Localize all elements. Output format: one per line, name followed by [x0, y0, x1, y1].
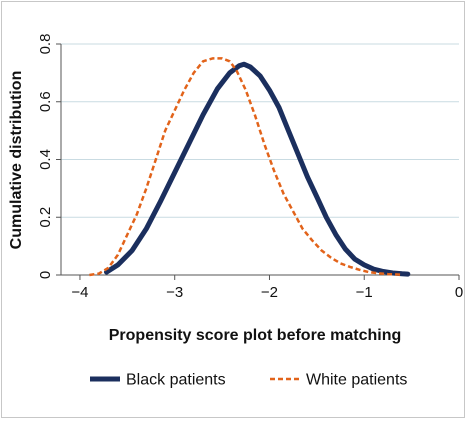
y-tick-label-2: 0.4	[37, 149, 54, 170]
x-tick-label-1: −3	[166, 284, 183, 301]
y-tick-label-0: 0	[37, 271, 54, 279]
legend: Black patients White patients	[90, 372, 407, 389]
y-tick-label-3: 0.6	[37, 91, 54, 112]
axes: 0 0.2 0.4 0.6 0.8 −4 −3 −2 −1 0	[37, 34, 463, 301]
x-tick-label-4: 0	[455, 284, 463, 301]
y-tick-label-1: 0.2	[37, 207, 54, 228]
series-lines	[89, 57, 411, 277]
y-axis-title: Cumulative distribution	[8, 71, 25, 250]
series-line-white-patients	[89, 57, 403, 277]
x-tick-label-0: −4	[71, 284, 88, 301]
x-axis-title: Propensity score plot before matching	[109, 327, 402, 344]
legend-label-white-patients: White patients	[306, 372, 407, 389]
series-line-black-patients	[104, 61, 411, 277]
legend-label-black-patients: Black patients	[126, 372, 226, 389]
x-tick-label-3: −1	[356, 284, 373, 301]
y-tick-label-4: 0.8	[37, 34, 54, 55]
x-tick-label-2: −2	[261, 284, 278, 301]
